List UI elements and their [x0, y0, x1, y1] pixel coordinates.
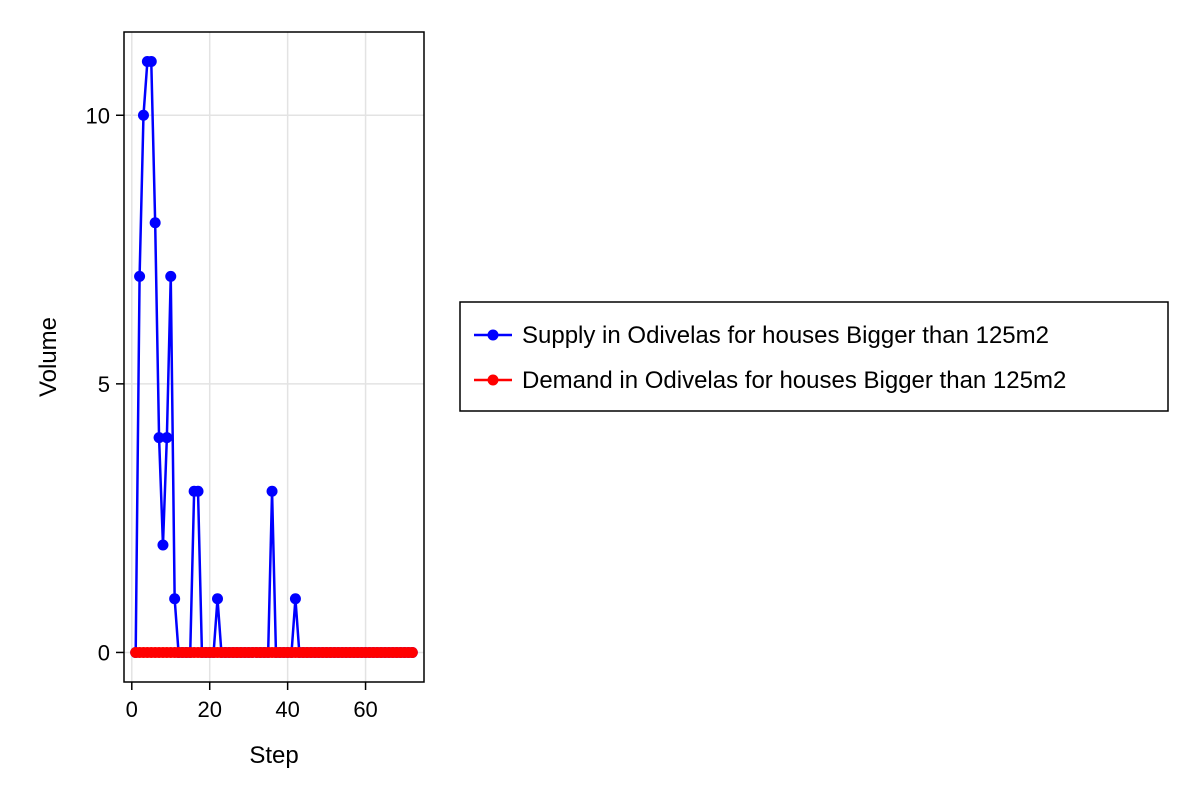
y-tick-label: 5 [98, 372, 110, 397]
data-point [137, 109, 149, 121]
legend-entry-demand: Demand in Odivelas for houses Bigger tha… [522, 367, 1066, 394]
x-tick-label: 40 [275, 697, 299, 722]
data-point [289, 593, 301, 605]
data-point [134, 270, 146, 282]
x-axis-label: Step [249, 742, 298, 769]
data-point [165, 270, 177, 282]
y-tick-label: 0 [98, 640, 110, 665]
data-point [406, 646, 418, 658]
series-1 [130, 646, 418, 658]
legend-swatch-demand-marker [487, 374, 499, 386]
data-point [161, 432, 173, 444]
data-point [169, 593, 181, 605]
data-point [153, 432, 165, 444]
data-point [145, 56, 157, 68]
data-point [212, 593, 224, 605]
series-layer [130, 56, 418, 658]
data-point [266, 485, 278, 497]
data-point [157, 539, 169, 551]
series-0 [130, 56, 418, 658]
y-axis-label: Volume [35, 317, 62, 397]
axis-ticks: 0 20 40 60 0 5 10 [86, 103, 378, 722]
x-tick-label: 0 [126, 697, 138, 722]
x-tick-label: 60 [353, 697, 377, 722]
y-tick-label: 10 [86, 103, 110, 128]
data-point [192, 485, 204, 497]
series-line-0 [134, 60, 413, 654]
legend: Supply in Odivelas for houses Bigger tha… [459, 301, 1169, 412]
legend-frame [459, 301, 1169, 412]
plot-frame [123, 31, 425, 683]
x-tick-label: 20 [197, 697, 221, 722]
data-point [149, 217, 161, 229]
legend-swatch-supply-marker [487, 329, 499, 341]
legend-entry-supply: Supply in Odivelas for houses Bigger tha… [522, 322, 1049, 349]
